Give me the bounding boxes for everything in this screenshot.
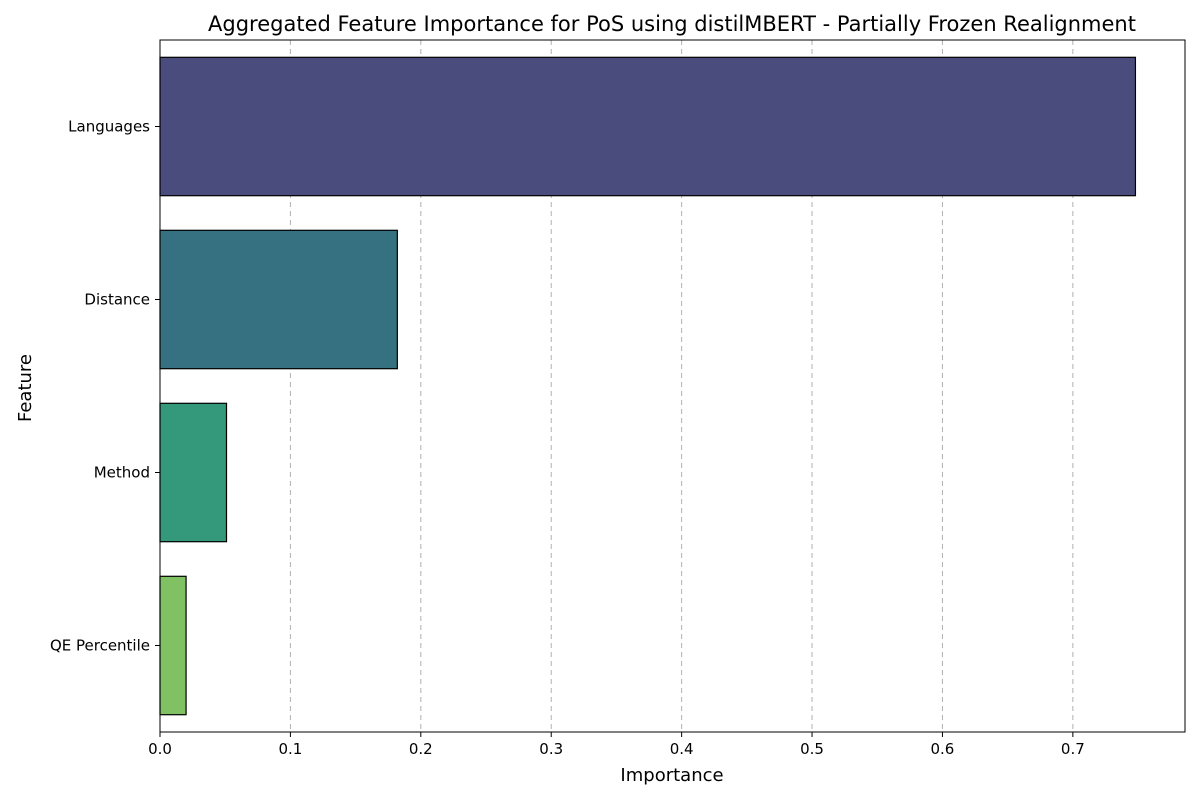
x-tick-label: 0.1 [278, 740, 302, 758]
x-tick-label: 0.6 [931, 740, 955, 758]
x-tick-label: 0.4 [670, 740, 694, 758]
axes [159, 39, 1186, 733]
bar [159, 575, 187, 716]
bar [159, 402, 228, 543]
x-tick-label: 0.7 [1061, 740, 1085, 758]
y-axis-label: Feature [15, 354, 36, 422]
x-axis-label: Importance [620, 765, 723, 786]
bar [159, 56, 1137, 197]
x-tick-label: 0.3 [539, 740, 563, 758]
bar [159, 229, 398, 370]
bars [159, 56, 1137, 716]
x-ticks: 0.0 0.1 0.2 0.3 0.4 0.5 0.6 0.7 [148, 732, 1085, 758]
y-tick-label: Languages [68, 118, 150, 136]
y-ticks: Languages Distance Method QE Percentile [50, 118, 160, 655]
plot-frame [159, 39, 1186, 733]
y-tick-label: QE Percentile [50, 637, 150, 655]
grid-lines [159, 40, 1074, 732]
chart-title: Aggregated Feature Importance for PoS us… [208, 12, 1136, 36]
x-tick-label: 0.2 [409, 740, 433, 758]
x-tick-label: 0.5 [800, 740, 824, 758]
y-tick-label: Distance [84, 291, 150, 309]
x-tick-label: 0.0 [148, 740, 172, 758]
y-tick-label: Method [94, 464, 150, 482]
